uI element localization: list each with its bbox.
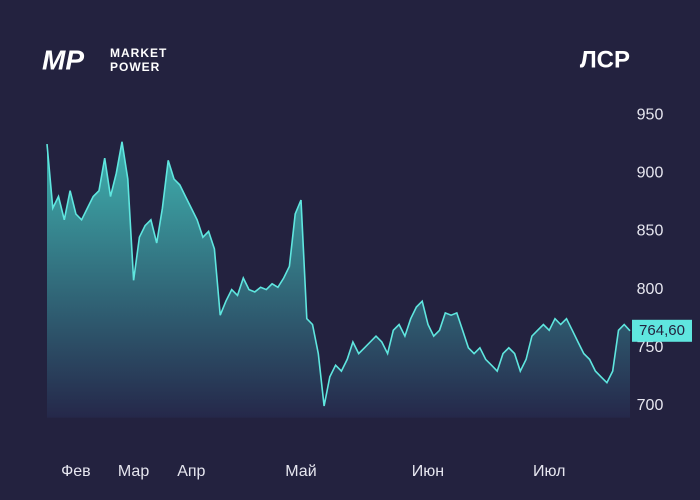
- chart-title: ЛСР: [580, 46, 630, 73]
- logo-text: MARKET: [110, 46, 167, 60]
- logo-text: POWER: [110, 60, 160, 74]
- area: [47, 141, 630, 418]
- y-tick-label: 900: [637, 164, 664, 181]
- logo-mark: MP: [42, 44, 84, 75]
- x-tick-label: Мар: [118, 463, 149, 480]
- x-tick-label: Фев: [61, 463, 91, 480]
- y-tick-label: 800: [637, 281, 664, 298]
- x-tick-label: Апр: [177, 463, 205, 480]
- x-tick-label: Июл: [533, 463, 565, 480]
- x-tick-label: Июн: [412, 463, 444, 480]
- y-tick-label: 950: [637, 106, 664, 123]
- y-tick-label: 750: [637, 339, 664, 356]
- value-label: 764,60: [639, 322, 685, 339]
- x-tick-label: Май: [285, 463, 316, 480]
- value-label-box: [632, 319, 692, 342]
- line: [46, 141, 631, 407]
- y-tick-label: 850: [637, 223, 664, 240]
- y-tick-label: 700: [637, 397, 664, 414]
